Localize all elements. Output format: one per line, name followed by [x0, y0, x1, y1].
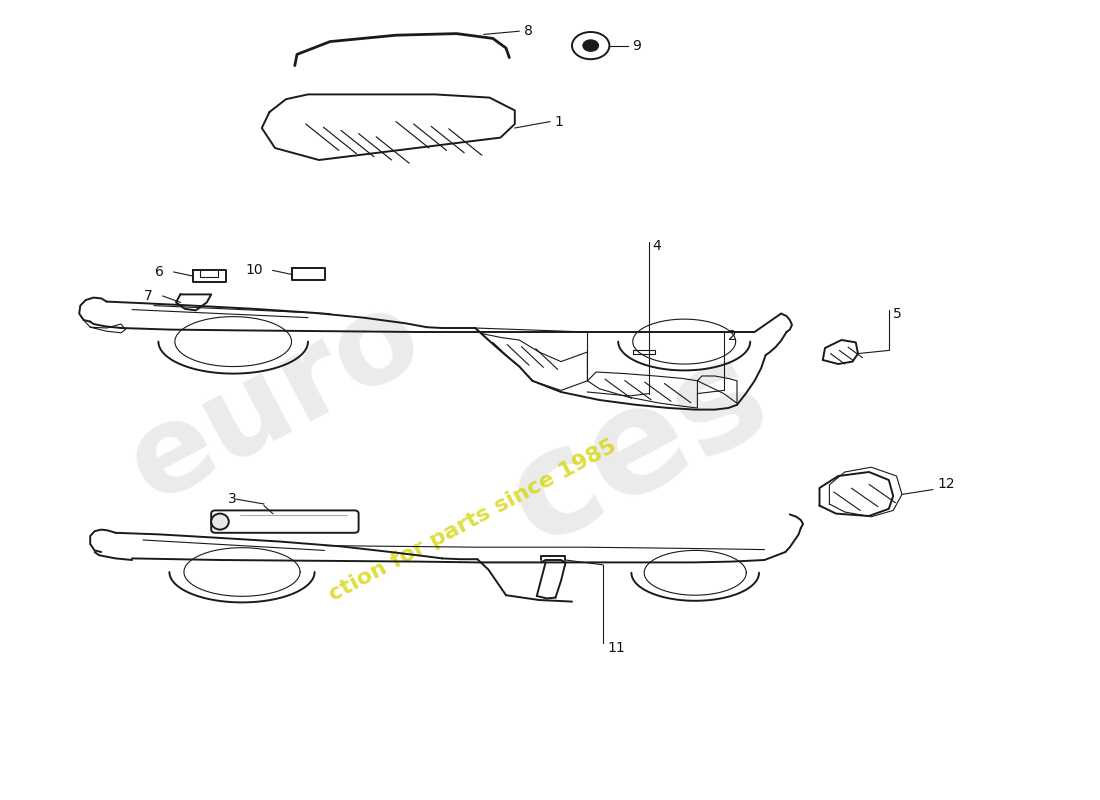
Text: ces: ces [485, 322, 791, 574]
Text: ction for parts since 1985: ction for parts since 1985 [326, 435, 620, 605]
Text: 8: 8 [524, 24, 532, 38]
Text: 5: 5 [893, 306, 902, 321]
Text: 2: 2 [728, 329, 737, 343]
Circle shape [583, 40, 598, 51]
Text: 3: 3 [228, 492, 236, 506]
Text: 10: 10 [245, 263, 263, 278]
FancyBboxPatch shape [211, 510, 359, 533]
Text: 1: 1 [554, 114, 563, 129]
Text: 9: 9 [632, 38, 641, 53]
Text: 6: 6 [155, 265, 164, 279]
Ellipse shape [211, 514, 229, 530]
Text: 12: 12 [937, 477, 955, 491]
Text: 11: 11 [607, 641, 625, 655]
Text: 4: 4 [652, 239, 661, 254]
Text: 7: 7 [144, 289, 153, 303]
Text: euro: euro [109, 274, 441, 526]
